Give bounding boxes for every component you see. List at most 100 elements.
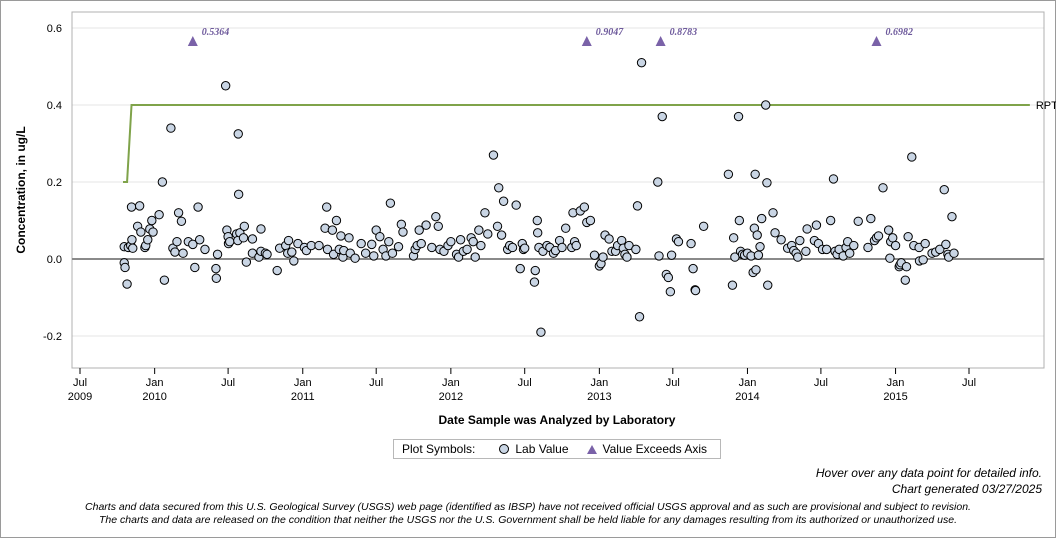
x-tick-label: Jan [294,377,312,389]
lab-value-point [665,287,676,297]
lab-value-point [188,239,198,250]
lab-value-point [853,216,863,226]
lab-value-point [496,230,507,240]
lab-value-point [727,280,738,290]
lab-value-point [529,277,540,287]
lab-value-point [421,220,431,230]
exceed-value-label: 0.9047 [596,27,625,38]
lab-value-point [918,255,928,265]
lab-value-point [624,240,634,251]
lab-value-point [233,189,244,200]
lab-value-points [119,57,959,337]
y-tick-label: 0.0 [47,254,62,266]
lab-value-point [154,210,164,220]
lab-value-point [375,231,385,242]
exceed-point [187,36,198,46]
lab-value-point [211,273,222,283]
lab-value-point [331,215,342,226]
lab-value-point [247,234,258,244]
lab-value-point [122,279,132,289]
lab-value-point [350,253,360,263]
lab-value-point [935,244,945,255]
lab-value-point [723,169,734,180]
lab-value-point [750,169,760,180]
lab-value-point [673,236,684,247]
lab-value-point [127,235,137,245]
x-tick-label: Jul [221,377,235,389]
lab-value-point [756,213,767,224]
lab-value-point [225,236,235,247]
disclaimer-line-2: The charts and data are released on the … [99,514,957,526]
lab-value-point [492,221,503,231]
lab-value-point [136,227,146,237]
lab-value-point [241,257,252,267]
lab-value-point [427,242,437,253]
lab-value-point [728,233,739,243]
lab-value-point [752,230,762,240]
lab-value-point [801,246,811,257]
lab-value-point [233,129,243,139]
lab-value-point [200,244,210,255]
lab-value-point [387,248,398,258]
x-tick-year-label: 2009 [68,391,92,403]
lab-value-point [949,248,959,258]
lab-value-point [532,228,543,238]
x-tick-year-label: 2010 [142,391,166,403]
x-tick-label: Jul [518,377,532,389]
lab-value-point [557,242,567,253]
lab-value-point [126,202,137,212]
lab-value-point [845,248,855,258]
lab-value-point [128,243,138,253]
lab-value-point [763,280,773,290]
lab-value-point [863,242,873,253]
lab-value-point [560,223,571,233]
generated-note: Chart generated 03/27/2025 [891,482,1042,496]
lab-value-point [385,198,396,208]
lab-value-point [416,238,426,249]
lab-value-point [494,183,504,193]
lab-value-point [734,215,745,226]
x-tick-year-label: 2014 [735,391,759,403]
lab-value-point [634,312,645,322]
lab-value-point [239,221,250,231]
lab-value-point [498,196,509,206]
lab-value-point [795,235,805,246]
lab-value-point [885,253,895,263]
lab-value-point [134,201,145,211]
lab-value-point [283,235,294,246]
lab-value-point [878,183,888,193]
lab-value-point [755,241,765,252]
lab-value-point [256,224,266,234]
lab-value-point [753,250,764,260]
lab-value-point [148,227,158,237]
lab-value-point [396,219,407,230]
lab-value-point [393,241,404,252]
lab-value-point [327,225,338,235]
x-tick-year-label: 2011 [291,391,315,403]
disclaimer-line-1: Charts and data secured from this U.S. G… [85,501,971,513]
lab-value-point [920,238,930,249]
x-tick-label: Jul [666,377,680,389]
lab-value-point [515,263,525,274]
lab-value-point [686,238,696,249]
grid-lines [72,27,1044,337]
lab-value-point [579,202,590,212]
lab-value-point [238,233,249,243]
lab-value-point [446,236,456,247]
legend-item-exceeds-axis: Value Exceeds Axis [602,442,708,456]
lab-value-point [653,177,663,187]
lab-value-point [900,275,910,285]
lab-value-point [632,201,643,211]
lab-value-point [306,240,316,251]
lab-value-point [828,174,839,184]
lab-value-point [532,215,542,226]
x-axis-ticks: Jul 2009 Jan 2010 Jul Jan 2011 Jul Jan 2012 Jul Jan… [68,367,1044,403]
x-tick-label: Jul [369,377,383,389]
lab-value-point [159,275,170,285]
lab-value-point [888,233,898,243]
lab-value-point [173,208,184,218]
lab-value-point [367,239,377,250]
lab-value-point [825,215,836,226]
lab-value-point [866,213,876,224]
exceed-value-label: 0.5364 [202,27,230,38]
